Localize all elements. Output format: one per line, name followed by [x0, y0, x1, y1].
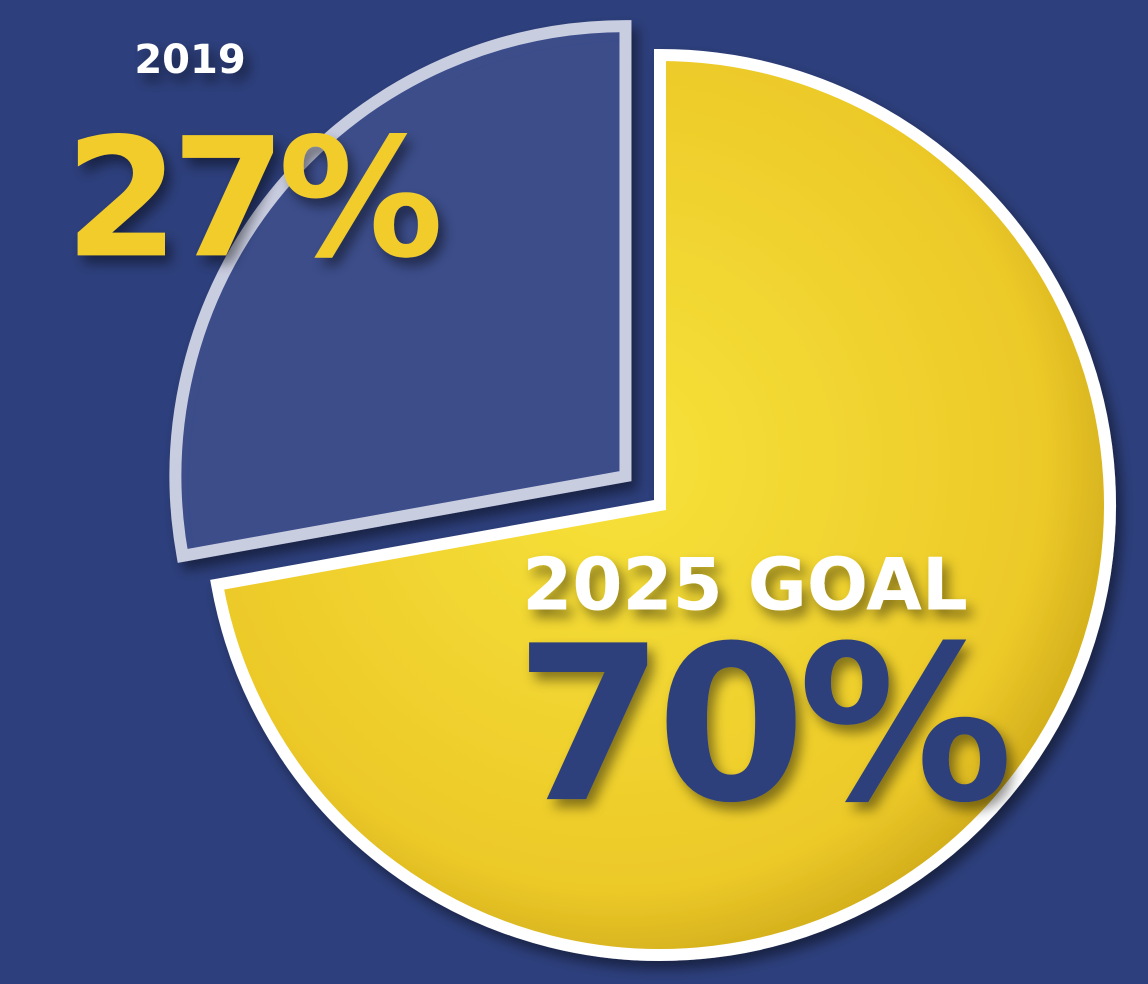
page: 201927%2025 GOAL70% (() => { const data …	[0, 0, 1148, 984]
category-label: 2019	[134, 37, 245, 83]
chart: 201927%2025 GOAL70%	[0, 0, 1148, 984]
value-label: 27%	[65, 102, 440, 294]
value-label: 70%	[515, 599, 1007, 850]
